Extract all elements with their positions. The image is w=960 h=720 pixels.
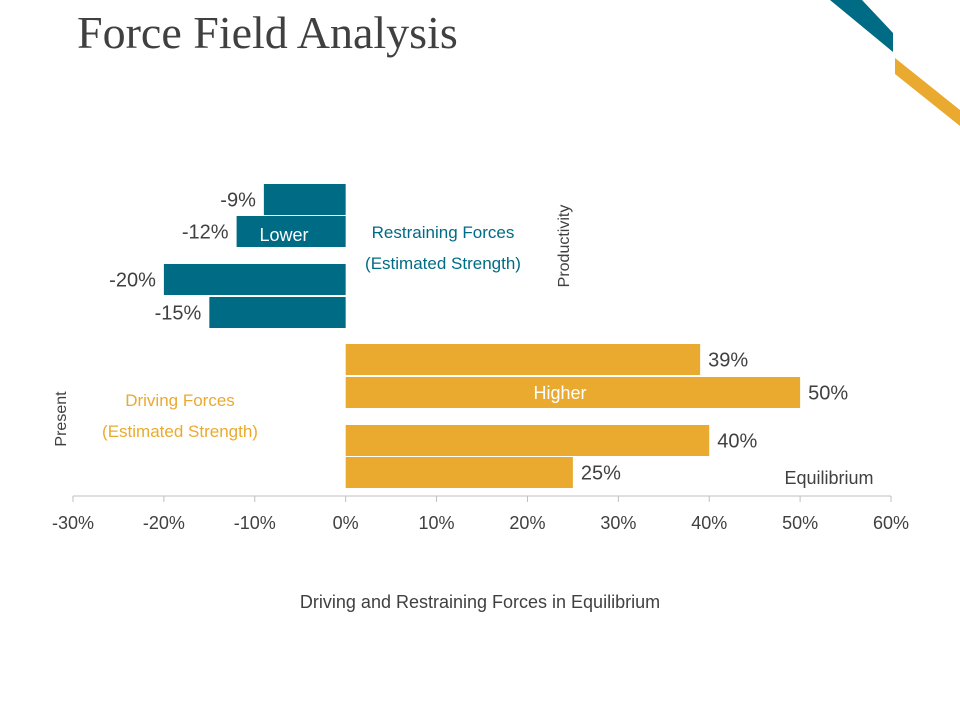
x-axis: -30% -20% -10% 0% 10% 20% 30% 40% 50% 60%: [52, 495, 909, 533]
x-tick-label: 10%: [419, 513, 455, 533]
slide-title: Force Field Analysis: [77, 7, 458, 58]
driving-bar: [345, 344, 701, 375]
restraining-bar: [163, 264, 346, 295]
bar-value-label: 25%: [581, 463, 621, 485]
bar-value-label: 39%: [708, 350, 748, 372]
productivity-label: Productivity: [556, 205, 573, 288]
decoration-teal-stripe: [830, 0, 893, 52]
lower-label: Lower: [259, 225, 308, 245]
driving-bar: [345, 425, 710, 456]
restraining-forces-subtitle: (Estimated Strength): [365, 254, 521, 273]
restraining-bar: [209, 297, 346, 328]
driving-bar: [345, 377, 801, 408]
restraining-bar: [236, 216, 346, 247]
bar-value-label: 40%: [717, 431, 757, 453]
x-tick-label: 40%: [691, 513, 727, 533]
x-tick-label: 0%: [333, 513, 359, 533]
chart-title: Driving and Restraining Forces in Equili…: [300, 592, 660, 612]
x-tick-label: 50%: [782, 513, 818, 533]
bar-value-label: 50%: [808, 383, 848, 405]
driving-bars: 39% 50% 40% 25%: [345, 344, 848, 488]
driving-bar: [345, 457, 573, 488]
bar-value-label: -15%: [155, 303, 202, 325]
driving-forces-title: Driving Forces: [125, 391, 235, 410]
bar-value-label: -9%: [220, 190, 256, 212]
restraining-bars: -9% -12% -20% -15%: [109, 184, 346, 328]
x-tick-label: -10%: [234, 513, 276, 533]
x-tick-label: -30%: [52, 513, 94, 533]
present-label: Present: [53, 391, 70, 447]
x-tick-label: 60%: [873, 513, 909, 533]
x-tick-label: 30%: [600, 513, 636, 533]
higher-label: Higher: [533, 383, 586, 403]
decoration-gold-stripe: [895, 58, 960, 126]
x-tick-label: -20%: [143, 513, 185, 533]
driving-forces-subtitle: (Estimated Strength): [102, 422, 258, 441]
x-tick-label: 20%: [509, 513, 545, 533]
bar-value-label: -20%: [109, 270, 156, 292]
restraining-forces-title: Restraining Forces: [372, 223, 515, 242]
restraining-bar: [263, 184, 346, 215]
equilibrium-label: Equilibrium: [784, 468, 873, 488]
bar-value-label: -12%: [182, 222, 229, 244]
